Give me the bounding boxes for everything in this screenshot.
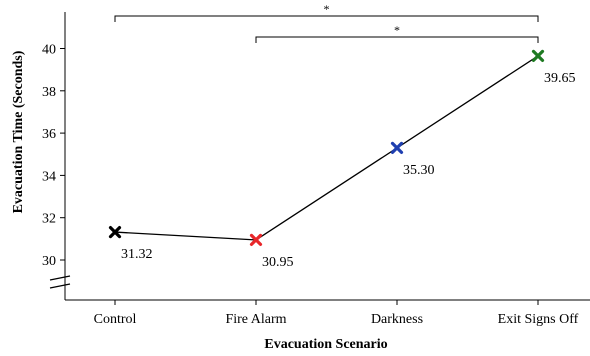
x-tick-label: Control [94, 312, 137, 327]
y-tick-label: 36 [42, 127, 56, 142]
y-tick-label: 30 [42, 254, 56, 269]
data-point-marker [108, 225, 122, 239]
significance-label: * [324, 2, 330, 16]
data-value-label: 35.30 [403, 163, 435, 178]
x-tick-label: Exit Signs Off [498, 312, 579, 327]
significance-bracket [255, 36, 539, 43]
y-tick-label: 32 [42, 212, 56, 227]
x-tick-label: Fire Alarm [225, 312, 286, 327]
data-value-label: 31.32 [121, 247, 153, 262]
data-point-marker [531, 49, 545, 63]
y-axis-break-marker [49, 275, 71, 289]
x-tick-label: Darkness [371, 312, 423, 327]
x-axis-label: Evacuation Scenario [264, 337, 387, 352]
data-value-label: 39.65 [544, 71, 576, 86]
significance-label: * [394, 23, 400, 37]
series-line [114, 55, 539, 241]
y-tick-label: 34 [42, 169, 56, 184]
data-value-label: 30.95 [262, 255, 294, 270]
y-axis-label: Evacuation Time (Seconds) [11, 50, 26, 213]
data-point-marker [249, 233, 263, 247]
data-point-marker [390, 141, 404, 155]
significance-bracket [114, 15, 539, 22]
y-tick-label: 40 [42, 43, 56, 58]
y-tick-label: 38 [42, 85, 56, 100]
